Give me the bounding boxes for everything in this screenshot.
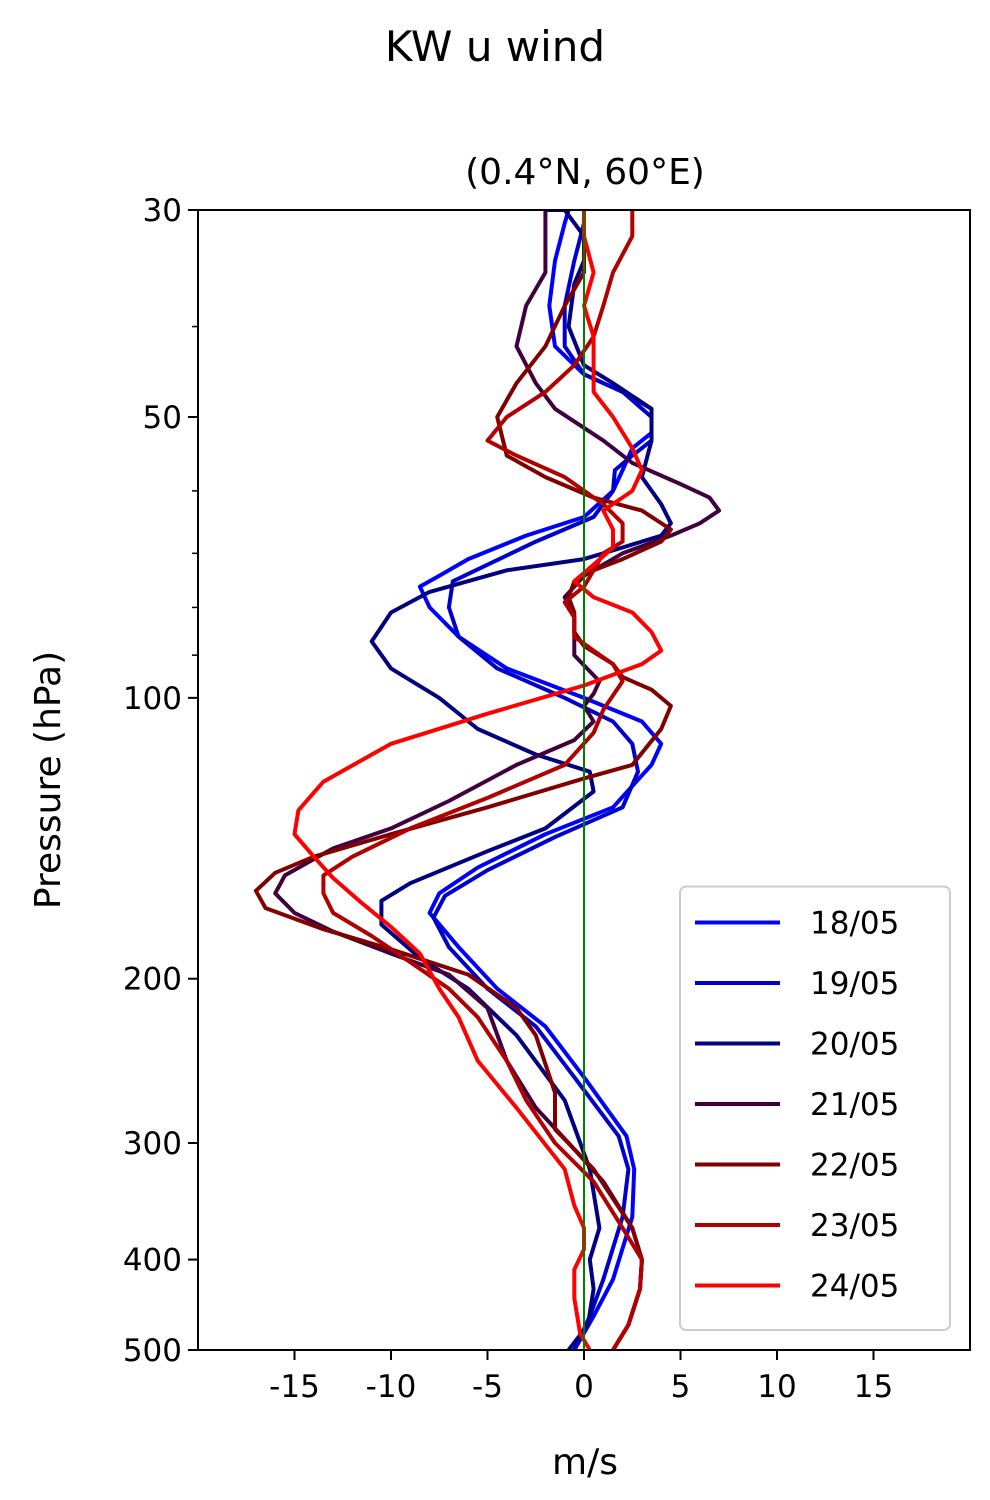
x-tick-label: -5	[472, 1369, 503, 1405]
legend-label: 21/05	[810, 1087, 899, 1123]
x-tick-label: -15	[269, 1369, 320, 1405]
x-axis-label: m/s	[552, 1442, 618, 1483]
legend: 18/05 19/05 20/05 21/05 22/05 23/05 24/05	[679, 885, 951, 1331]
legend-box	[679, 885, 951, 1331]
series-layer	[253, 210, 722, 1350]
y-tick-label: 400	[123, 1243, 182, 1279]
y-tick-label: 30	[143, 193, 182, 229]
x-tick-label: -10	[366, 1369, 417, 1405]
y-tick-label: 500	[123, 1333, 182, 1369]
plot-subtitle: (0.4°N, 60°E)	[465, 152, 705, 193]
series-line-22-05	[253, 210, 673, 1350]
series-line-21-05	[273, 210, 722, 1350]
y-tick-label: 200	[123, 962, 182, 998]
legend-label: 19/05	[810, 966, 899, 1002]
legend-label: 24/05	[810, 1269, 899, 1305]
series-line-24-05	[292, 210, 664, 1350]
series-line-18-05	[417, 210, 664, 1350]
y-tick-label: 300	[123, 1126, 182, 1162]
y-tick-label: 50	[143, 400, 182, 436]
series-line-20-05	[369, 210, 673, 1350]
series-line-23-05	[321, 210, 644, 1350]
legend-label: 22/05	[810, 1148, 899, 1184]
legend-label: 20/05	[810, 1027, 899, 1063]
x-tick-label: 0	[574, 1369, 594, 1405]
x-tick-label: 5	[671, 1369, 691, 1405]
x-tick-label: 15	[854, 1369, 893, 1405]
legend-label: 18/05	[810, 906, 899, 942]
y-tick-label: 100	[123, 681, 182, 717]
y-axis-label: Pressure (hPa)	[28, 651, 69, 909]
x-tick-label: 10	[757, 1369, 796, 1405]
axis-layer: -15 -10 -5 0 5 10 15 30 50 100 200 300 400 500	[123, 193, 971, 1405]
series-line-19-05	[431, 210, 654, 1350]
figure-title: KW u wind	[384, 22, 606, 71]
legend-label: 23/05	[810, 1208, 899, 1244]
